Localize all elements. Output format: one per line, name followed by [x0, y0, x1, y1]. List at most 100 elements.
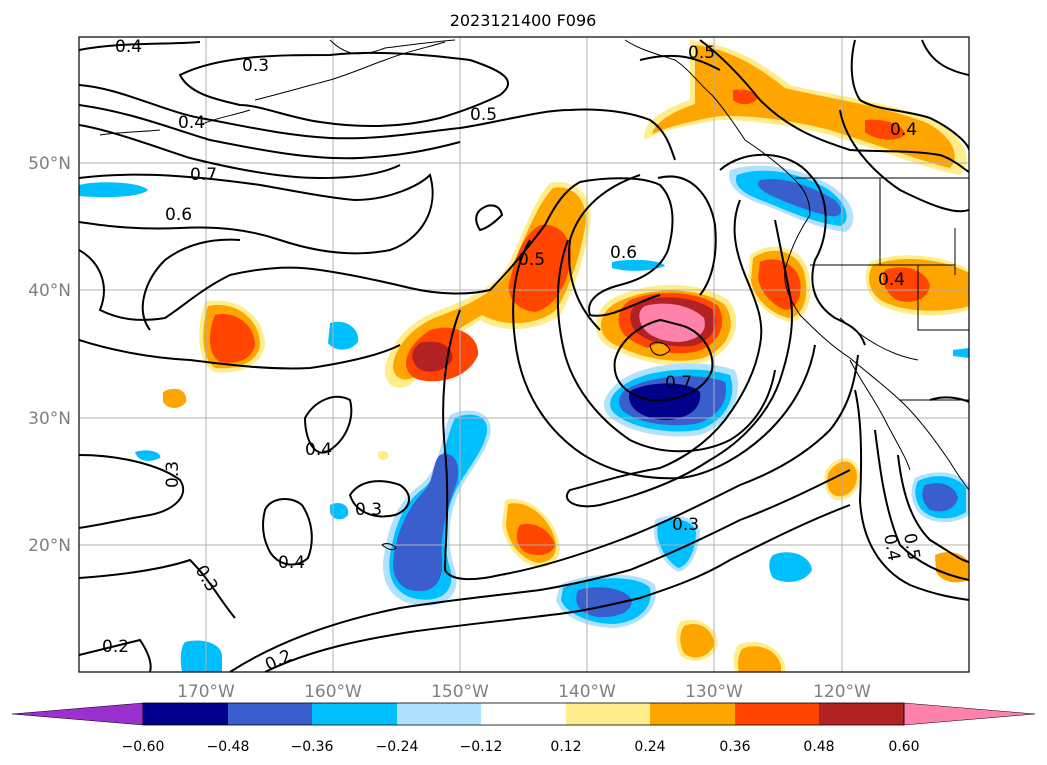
contour-line [568, 174, 641, 331]
contour-line [565, 199, 793, 508]
lon-tick-label: 160°W [304, 682, 362, 702]
lon-ticks: 170°W 160°W 150°W 140°W 130°W 120°W [177, 682, 871, 702]
contour-line [512, 239, 816, 480]
positive-anomaly-region [733, 89, 905, 140]
colorbar-tick-label: −0.60 [122, 739, 165, 755]
contour-label: 0.6 [165, 205, 192, 225]
lat-tick-label: 20°N [28, 536, 71, 556]
contour-label: 0.3 [163, 461, 183, 488]
contour-label: 0.5 [518, 250, 545, 270]
contour-line [929, 396, 969, 403]
positive-anomaly-region [680, 624, 714, 658]
colorbar-segment [819, 703, 904, 725]
contour-label: 0.4 [305, 440, 332, 460]
state-border [917, 265, 969, 331]
negative-anomaly-region [180, 640, 222, 672]
coastline [849, 359, 911, 471]
contour-line [475, 204, 504, 232]
contour-line [79, 339, 401, 370]
contour-line [850, 39, 969, 151]
contour-line [79, 173, 434, 255]
contour-line [854, 389, 969, 601]
lat-tick-label: 30°N [28, 409, 71, 429]
contour-label: 0.4 [879, 532, 903, 562]
contour-line [79, 454, 185, 529]
contours [79, 39, 969, 672]
positive-anomaly-region [377, 450, 389, 460]
coastline [624, 39, 811, 216]
negative-anomaly-region [922, 483, 958, 512]
colorbar-tick-label: −0.48 [207, 739, 250, 755]
colorbar-segment [481, 703, 566, 725]
contour-line [699, 39, 969, 173]
contour-line [79, 638, 152, 672]
colorbar-tick-label: 0.60 [888, 739, 919, 755]
coastline [254, 41, 446, 101]
colorbar-tick-label: −0.12 [460, 739, 503, 755]
contour-line [229, 469, 851, 672]
contour-line [303, 395, 353, 454]
negative-anomaly-region [657, 519, 696, 568]
contour-label: 0.4 [878, 270, 905, 290]
lon-tick-label: 150°W [431, 682, 489, 702]
coastline [649, 341, 671, 356]
coastline [99, 129, 161, 136]
negative-anomaly-region [135, 450, 161, 461]
contour-label: 0.4 [278, 553, 305, 573]
contour-line [79, 177, 674, 321]
contour-line [613, 318, 714, 402]
colorbar-under-triangle [11, 702, 144, 726]
colorbar-tick-label: −0.36 [291, 739, 334, 755]
colorbar-tick-label: 0.48 [803, 739, 834, 755]
colorbar-over-triangle [903, 702, 1036, 726]
negative-anomaly-region [328, 321, 359, 350]
colorbar-segment [735, 703, 819, 725]
contour-line [897, 454, 969, 563]
colorbar-tick-label: 0.24 [634, 739, 665, 755]
negative-anomaly-region [612, 259, 665, 271]
contour-line [719, 153, 866, 346]
contour-line [79, 124, 401, 180]
positive-anomaly-region [209, 314, 255, 363]
colorbar-tick-label: −0.24 [376, 739, 419, 755]
contour-label: 0.6 [610, 243, 637, 263]
contour-label: 0.4 [890, 120, 917, 140]
lat-tick-label: 40°N [28, 281, 71, 301]
negative-anomaly-region [953, 348, 969, 358]
lat-ticks: 50°N 40°N 30°N 20°N [28, 154, 71, 556]
contour-label: 0.3 [355, 500, 382, 520]
lon-tick-label: 120°W [813, 682, 871, 702]
negative-anomaly-region [330, 503, 349, 520]
map-frame [78, 36, 970, 673]
contour-label: 0.5 [899, 532, 923, 562]
contour-line [874, 429, 969, 581]
contour-line [79, 558, 236, 619]
colorbar-segment [566, 703, 650, 725]
contour-line [79, 84, 676, 161]
contour-label: 0.5 [470, 105, 497, 125]
lat-tick-label: 50°N [28, 154, 71, 174]
colorbar-segment [312, 703, 397, 725]
contour-label: 0.3 [242, 56, 269, 76]
positive-anomaly-region [412, 341, 453, 372]
positive-anomaly-region [516, 523, 555, 556]
contour-line [79, 41, 201, 51]
colorbar-tick-label: 0.12 [550, 739, 581, 755]
coastline [199, 109, 251, 126]
contour-line [921, 39, 969, 76]
map-title: 2023121400 F096 [450, 11, 597, 30]
negative-anomaly-region [393, 454, 459, 592]
negative-anomaly-region [79, 182, 148, 198]
contour-label: 0.3 [672, 515, 699, 535]
contour-label: 0.4 [115, 37, 142, 57]
negative-anomaly-region [769, 552, 812, 582]
negative-anomaly-region [758, 179, 842, 217]
lon-tick-label: 140°W [558, 682, 616, 702]
contour-line [556, 239, 776, 453]
contour-line [657, 175, 717, 296]
colorbar-segment [650, 703, 735, 725]
colorbar: −0.60 −0.48 −0.36 −0.24 −0.12 0.12 0.24 … [11, 702, 1036, 755]
positive-anomaly-region [738, 646, 781, 672]
colorbar-segment [143, 703, 228, 725]
